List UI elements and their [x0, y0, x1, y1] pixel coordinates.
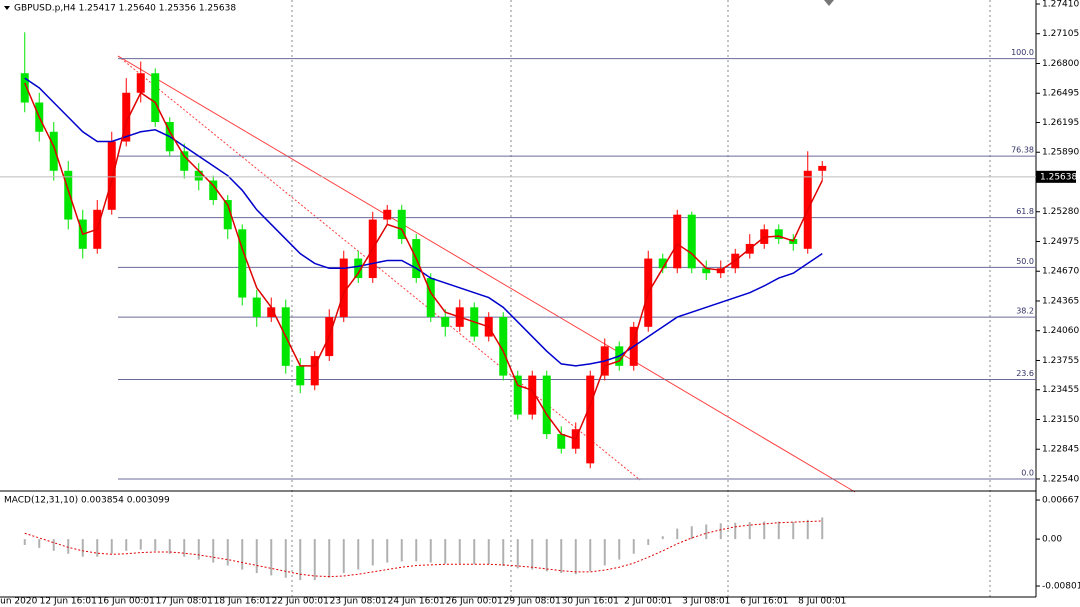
x-tick-label: 17 Jun 08:01 — [156, 597, 213, 607]
trend-line — [117, 55, 856, 493]
candle-body — [194, 170, 203, 181]
candle-body — [267, 307, 276, 318]
ma-slow-line — [24, 77, 823, 367]
candle-body — [397, 209, 406, 240]
x-tick-label: 8 Jul 00:01 — [798, 597, 846, 607]
candle-body — [209, 180, 218, 201]
candle-body — [64, 170, 73, 220]
x-tick-label: 23 Jun 08:01 — [330, 597, 387, 607]
candle-body — [774, 229, 783, 240]
candle-body — [310, 356, 319, 386]
fib-label: 38.2 — [1016, 307, 1034, 316]
y-tick-label: 1.24670 — [1042, 267, 1079, 277]
current-price-box — [1036, 170, 1076, 183]
chart-title: GBPUSD.p,H4 1.25417 1.25640 1.25356 1.25… — [14, 4, 236, 14]
y-tick-label: 1.24060 — [1042, 326, 1079, 336]
y-tick-label: 1.27105 — [1042, 29, 1079, 39]
x-tick-label: 29 Jun 08:01 — [504, 597, 561, 607]
x-tick-label: 12 Jun 16:01 — [40, 597, 97, 607]
candle-body — [528, 375, 537, 415]
y-tick-label: 1.25890 — [1042, 148, 1079, 158]
candle-body — [238, 229, 247, 298]
fib-label: 61.8 — [1016, 207, 1034, 216]
candle-body — [658, 258, 667, 269]
candle-body — [383, 209, 392, 220]
x-tick-label: 16 Jun 00:01 — [98, 597, 155, 607]
fib-label: 0.0 — [1021, 468, 1034, 477]
candle-body — [818, 165, 827, 171]
candle-body — [122, 92, 131, 142]
y-tick-label: 1.26800 — [1042, 59, 1079, 69]
x-tick-label: 26 Jun 00:01 — [446, 597, 503, 607]
y-tick-label: 1.23455 — [1042, 385, 1079, 395]
candle-body — [252, 297, 261, 318]
x-tick-label: 22 Jun 00:01 — [272, 597, 329, 607]
fib-trend-line — [117, 55, 641, 481]
candle-body — [180, 151, 189, 171]
candle-body — [673, 214, 682, 269]
candle-body — [49, 131, 58, 171]
macd-signal-line — [24, 520, 823, 578]
shift-marker — [824, 0, 834, 6]
candle-body — [136, 73, 145, 93]
y-tick-label: 1.26495 — [1042, 89, 1079, 99]
y-tick-label: 1.24975 — [1042, 237, 1079, 247]
candle-body — [557, 434, 566, 449]
fib-label: 100.0 — [1011, 48, 1034, 57]
x-tick-label: 2 Jul 00:01 — [624, 597, 672, 607]
y-tick-label: 1.26195 — [1042, 118, 1079, 128]
x-tick-label: 30 Jun 16:01 — [562, 597, 619, 607]
x-tick-label: 6 Jul 16:01 — [740, 597, 788, 607]
x-tick-label: 3 Jul 08:01 — [682, 597, 730, 607]
macd-title: MACD(12,31,10) 0.003854 0.003099 — [4, 496, 170, 506]
candle-body — [687, 214, 696, 269]
candle-body — [20, 73, 29, 103]
y-tick-label: 1.27410 — [1042, 0, 1079, 9]
candle-body — [426, 278, 435, 318]
menu-arrow — [4, 6, 10, 10]
candle-body — [499, 317, 508, 376]
candle-body — [151, 73, 160, 123]
fib-label: 50.0 — [1016, 257, 1034, 266]
candle-body — [513, 375, 522, 415]
candle-body — [586, 375, 595, 464]
y-tick-label: 1.23755 — [1042, 356, 1079, 366]
candle-body — [441, 317, 450, 327]
candle-body — [702, 268, 711, 274]
candle-body — [107, 141, 116, 210]
y-tick-label: 1.25280 — [1042, 207, 1079, 217]
candle-body — [542, 375, 551, 435]
x-tick-label: 11 Jun 2020 — [0, 597, 38, 607]
macd-y-tick-label: 0.006677 — [1042, 496, 1080, 506]
x-tick-label: 18 Jun 16:01 — [214, 597, 271, 607]
fib-label: 76.38 — [1011, 146, 1034, 155]
ma-fast-line — [24, 82, 823, 440]
y-tick-label: 1.22845 — [1042, 445, 1079, 455]
x-tick-label: 24 Jun 16:01 — [388, 597, 445, 607]
candle-body — [223, 200, 232, 230]
y-tick-label: 1.22540 — [1042, 474, 1079, 484]
macd-y-tick-label: 0.00 — [1042, 535, 1062, 545]
candle-body — [339, 258, 348, 318]
y-tick-label: 1.23150 — [1042, 415, 1079, 425]
candle-body — [354, 258, 363, 279]
fib-label: 23.6 — [1016, 369, 1034, 378]
macd-y-tick-label: -0.008014 — [1042, 582, 1080, 592]
candle-body — [296, 365, 305, 386]
current-price-label: 1.25638 — [1040, 172, 1077, 182]
y-tick-label: 1.24365 — [1042, 296, 1079, 306]
